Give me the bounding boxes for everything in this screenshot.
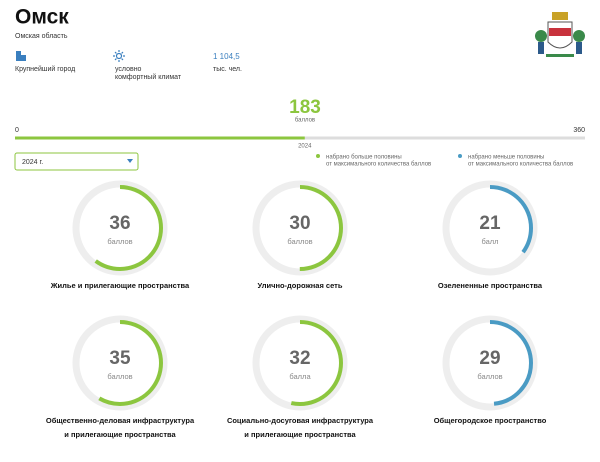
score-year: 2024 — [298, 144, 312, 150]
ring-value: 35 — [109, 348, 131, 369]
fact-value: 1 104,5 — [213, 52, 240, 61]
category-name: Общественно-деловая инфраструктура — [46, 416, 195, 425]
fact-label: тыс. чел. — [213, 66, 242, 73]
ring-base — [252, 180, 348, 276]
climate-icon — [113, 50, 125, 62]
legend-text: от максимального количества баллов — [468, 162, 573, 168]
select-arrow[interactable] — [127, 159, 133, 163]
ring-arc — [257, 185, 343, 271]
ring-arc — [77, 185, 163, 271]
ring-unit: баллов — [287, 237, 312, 246]
fact-label: условно — [115, 66, 142, 73]
ring-base — [72, 315, 168, 411]
ring-unit: балла — [289, 372, 311, 381]
ring-value: 29 — [479, 348, 500, 369]
ring-value: 21 — [479, 213, 501, 234]
ring-arc — [447, 320, 533, 406]
category-name: и прилегающие пространства — [244, 430, 356, 439]
category-name: Социально-досуговая инфраструктура — [227, 416, 374, 425]
category-name: и прилегающие пространства — [64, 430, 176, 439]
ring-value: 30 — [289, 213, 310, 234]
ring-unit: балл — [481, 237, 498, 246]
ring-value: 36 — [109, 213, 130, 234]
scale-min: 0 — [15, 127, 19, 134]
legend-text: набрано больше половины — [326, 155, 402, 161]
ring-base — [442, 315, 538, 411]
ring-unit: баллов — [107, 237, 132, 246]
select-value[interactable]: 2024 г. — [22, 159, 43, 166]
ring-unit: баллов — [477, 372, 502, 381]
fact-label: комфортный климат — [115, 73, 182, 81]
coat-of-arms — [535, 12, 585, 57]
region: Омская область — [15, 32, 68, 40]
ring-base — [72, 180, 168, 276]
city-icon — [16, 51, 26, 61]
fact-label: Крупнейший город — [15, 65, 75, 73]
category-name: Озелененные пространства — [438, 281, 543, 290]
legend-dot — [316, 154, 320, 158]
category-name: Улично-дорожная сеть — [258, 281, 343, 290]
legend-text: от максимального количества баллов — [326, 162, 431, 168]
score-unit: баллов — [295, 118, 315, 124]
year-select[interactable]: 2024 г. — [14, 152, 139, 171]
city-title: Омск — [15, 6, 69, 29]
score-value: 183 — [289, 97, 321, 118]
score-bar — [15, 136, 305, 140]
ring-value: 32 — [289, 348, 310, 369]
scale-max: 360 — [573, 127, 585, 134]
category-name: Жилье и прилегающие пространства — [50, 281, 190, 290]
legend-dot — [458, 154, 462, 158]
category-name: Общегородское пространство — [434, 416, 547, 425]
legend-text: набрано меньше половины — [468, 155, 544, 161]
ring-base — [252, 315, 348, 411]
ring-base — [442, 180, 538, 276]
ring-arc — [77, 320, 163, 406]
ring-arc — [447, 185, 533, 271]
ring-unit: баллов — [107, 372, 132, 381]
ring-arc — [257, 320, 343, 406]
